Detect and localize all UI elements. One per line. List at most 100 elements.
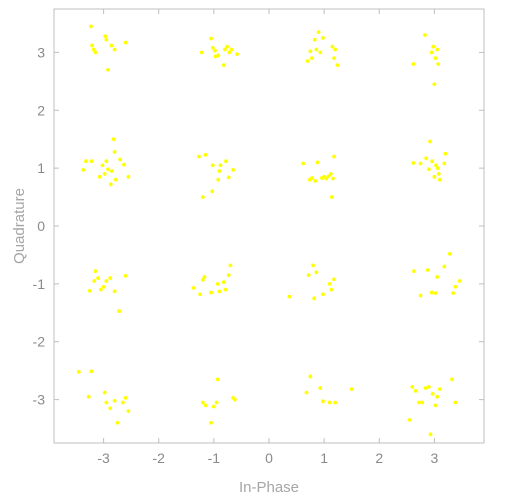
data-point <box>432 82 437 87</box>
data-point <box>123 40 128 45</box>
data-point <box>87 288 92 293</box>
data-point <box>443 151 448 156</box>
data-point <box>228 263 233 268</box>
data-point <box>226 273 231 278</box>
data-point <box>327 281 332 286</box>
data-point <box>106 67 110 72</box>
data-point <box>437 387 442 392</box>
data-point <box>103 34 108 39</box>
data-point <box>203 403 208 408</box>
data-point <box>197 154 201 159</box>
data-point <box>435 47 440 52</box>
data-point <box>287 294 292 299</box>
data-point <box>102 390 107 395</box>
data-point <box>121 400 125 405</box>
x-tick-label: -2 <box>153 450 166 466</box>
data-point <box>418 161 423 166</box>
data-point <box>209 290 214 295</box>
data-point <box>232 397 237 402</box>
data-point <box>209 420 214 425</box>
data-point <box>423 386 428 390</box>
data-point <box>426 384 431 389</box>
data-point <box>191 286 196 290</box>
data-point <box>89 159 94 164</box>
data-point <box>433 403 438 408</box>
data-point <box>410 384 415 389</box>
data-point <box>96 276 101 280</box>
data-point <box>423 33 427 37</box>
y-axis-label: Quadrature <box>11 188 28 264</box>
data-point <box>425 268 430 272</box>
data-point <box>235 52 239 57</box>
data-point <box>213 48 217 53</box>
data-point <box>428 432 433 437</box>
y-tick-label: -2 <box>33 334 46 350</box>
data-point <box>437 177 442 182</box>
data-point <box>318 386 323 390</box>
data-point <box>104 159 109 164</box>
data-point <box>313 178 318 183</box>
data-point <box>442 264 447 269</box>
data-point <box>330 44 335 49</box>
data-point <box>329 195 334 199</box>
data-point <box>332 56 336 61</box>
scatter-points <box>76 24 462 437</box>
data-point <box>315 160 320 165</box>
data-point <box>118 157 123 162</box>
data-point <box>435 166 440 171</box>
plot-frame <box>53 8 485 444</box>
data-point <box>420 400 425 405</box>
data-point <box>214 400 219 405</box>
data-point <box>433 56 438 61</box>
data-point <box>429 290 434 295</box>
data-point <box>301 161 306 166</box>
data-point <box>112 47 117 52</box>
data-point <box>199 50 204 55</box>
data-point <box>215 281 220 286</box>
data-point <box>109 169 114 173</box>
data-point <box>457 279 462 283</box>
data-point <box>224 159 228 164</box>
data-point <box>417 400 421 405</box>
data-point <box>430 159 435 164</box>
data-point <box>332 154 336 159</box>
data-point <box>101 284 106 289</box>
data-point <box>435 394 440 399</box>
data-point <box>108 406 113 411</box>
data-point <box>453 284 458 289</box>
data-point <box>424 156 429 161</box>
data-point <box>411 62 416 66</box>
data-point <box>126 174 131 179</box>
axis-ticks: -3 -2 -1 0 1 2 3 -3 -2 -1 0 1 2 3 <box>33 9 484 466</box>
data-point <box>413 389 418 393</box>
data-point <box>104 279 109 283</box>
data-point <box>229 47 234 52</box>
x-tick-label: 2 <box>375 450 383 466</box>
data-point <box>332 277 336 282</box>
y-tick-label: -1 <box>33 276 46 292</box>
data-point <box>436 172 441 176</box>
data-point <box>215 377 220 382</box>
data-point <box>123 273 128 278</box>
y-tick-label: 1 <box>37 160 45 176</box>
x-tick-label: -3 <box>97 450 110 466</box>
data-point <box>314 47 319 52</box>
data-point <box>104 37 109 42</box>
data-point <box>221 63 226 68</box>
data-point <box>428 139 432 144</box>
data-point <box>308 49 313 54</box>
data-point <box>430 391 435 396</box>
data-point <box>227 50 232 55</box>
data-point <box>316 30 321 35</box>
data-point <box>226 175 231 180</box>
data-point <box>312 296 317 301</box>
data-point <box>217 169 222 173</box>
data-point <box>333 47 338 52</box>
data-point <box>221 280 226 285</box>
data-point <box>202 275 207 279</box>
data-point <box>311 263 316 268</box>
data-point <box>434 163 438 168</box>
data-point <box>210 163 215 168</box>
data-point <box>431 44 436 49</box>
data-point <box>314 270 319 275</box>
